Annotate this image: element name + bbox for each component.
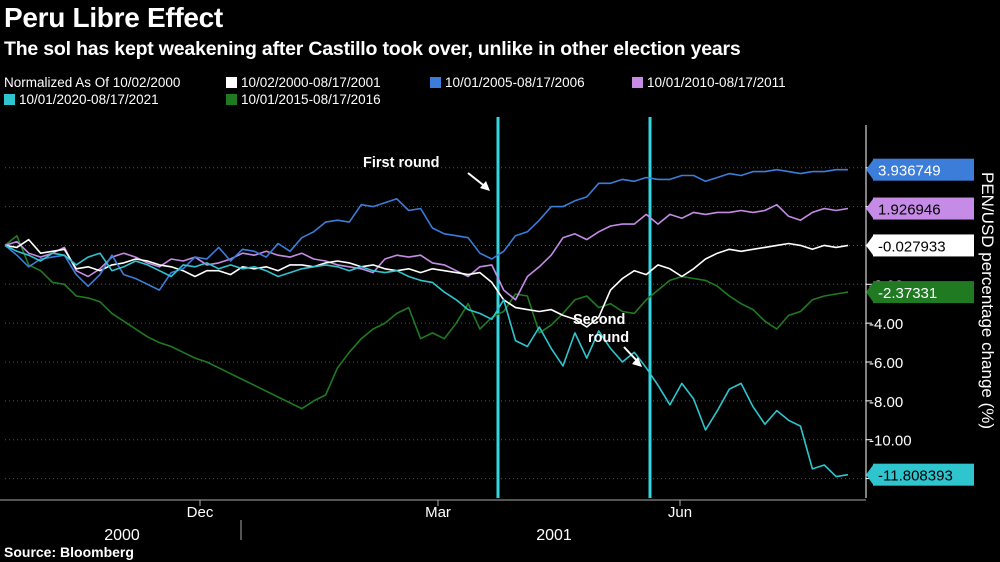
last-value-arrow: [866, 281, 874, 304]
annotation-second-round: Second round: [573, 312, 629, 346]
chart-legend: Normalized As Of 10/02/2000 10/02/2000-0…: [4, 74, 994, 108]
legend-item-2005: 10/01/2005-08/17/2006: [430, 74, 585, 91]
series-line: [4, 203, 849, 301]
election-markers: [496, 117, 652, 498]
last-value-box: 3.936749: [866, 158, 974, 181]
legend-swatch-icon: [632, 77, 643, 88]
legend-label: 10/02/2000-08/17/2001: [241, 75, 381, 90]
y-axis-label: PEN/USD percentage change (%): [978, 172, 997, 429]
page-title: Peru Libre Effect: [4, 2, 223, 33]
last-value-bg: [873, 197, 974, 220]
last-value-arrow: [866, 197, 874, 220]
last-value-arrow: [866, 463, 874, 486]
legend-normalized-note: Normalized As Of 10/02/2000: [4, 75, 181, 90]
y-tick-label: -10.00: [869, 433, 912, 450]
legend-swatch-icon: [226, 94, 237, 105]
legend-swatch-icon: [226, 77, 237, 88]
source-note: Source: Bloomberg: [4, 544, 134, 560]
last-value-text: 1.926946: [878, 202, 941, 219]
x-tick-label: Jun: [668, 504, 692, 521]
last-value-bg: [873, 158, 974, 181]
legend-label: 10/01/2020-08/17/2021: [19, 92, 159, 107]
last-value-bg: [873, 234, 974, 257]
page-subtitle: The sol has kept weakening after Castill…: [4, 38, 741, 60]
legend-swatch-icon: [430, 77, 441, 88]
legend-label: 10/01/2010-08/17/2011: [647, 75, 786, 90]
series-line: [4, 244, 849, 478]
legend-item-2020: 10/01/2020-08/17/2021: [4, 91, 159, 108]
chart-annotations: First round Second round: [363, 155, 642, 367]
y-tick-label: -8.00: [869, 394, 903, 411]
last-value-text: -0.027933: [878, 238, 946, 255]
y-tick-label: -6.00: [869, 355, 903, 372]
last-value-text: -11.808393: [878, 468, 953, 485]
last-value-text: -2.37331: [878, 285, 937, 302]
last-value-box: 1.926946: [866, 197, 974, 220]
series-line: [4, 234, 849, 410]
y-tick-label: -4.00: [869, 316, 903, 333]
last-value-box: -2.37331: [866, 281, 974, 304]
x-tick-label: Dec: [187, 504, 214, 521]
chart-axes: -2.00-4.00-6.00-8.00-10.00DecMarJun20002…: [0, 125, 912, 544]
legend-row-2: 10/01/2020-08/17/2021 10/01/2015-08/17/2…: [4, 91, 994, 108]
x-year-label: 2000: [104, 527, 140, 544]
legend-label: 10/01/2005-08/17/2006: [445, 75, 585, 90]
legend-label: 10/01/2015-08/17/2016: [241, 92, 381, 107]
x-year-label: 2001: [536, 527, 572, 544]
last-value-bg: [873, 463, 974, 486]
arrow-head-icon: [480, 181, 490, 191]
last-value-arrow: [866, 158, 874, 181]
last-value-bg: [873, 281, 974, 304]
series-line: [4, 238, 849, 328]
grid-lines: [5, 167, 866, 480]
last-value-arrow: [866, 234, 874, 257]
series-line: [4, 168, 848, 291]
arrow-head-icon: [632, 357, 642, 367]
legend-item-2000: 10/02/2000-08/17/2001: [226, 74, 381, 91]
legend-swatch-icon: [4, 94, 15, 105]
last-value-box: -11.808393: [866, 463, 974, 486]
last-value-text: 3.936749: [878, 163, 941, 180]
legend-row-1: Normalized As Of 10/02/2000 10/02/2000-0…: [4, 74, 994, 91]
last-value-labels: -0.027933 3.936749 1.926946 -11.808393 -2.37…: [866, 158, 974, 486]
x-tick-label: Mar: [425, 504, 451, 521]
legend-item-2015: 10/01/2015-08/17/2016: [226, 91, 381, 108]
annotation-first-round: First round: [363, 155, 440, 171]
series-lines: [4, 168, 849, 478]
last-value-box: -0.027933: [866, 234, 974, 257]
legend-item-2010: 10/01/2010-08/17/2011: [632, 74, 786, 91]
